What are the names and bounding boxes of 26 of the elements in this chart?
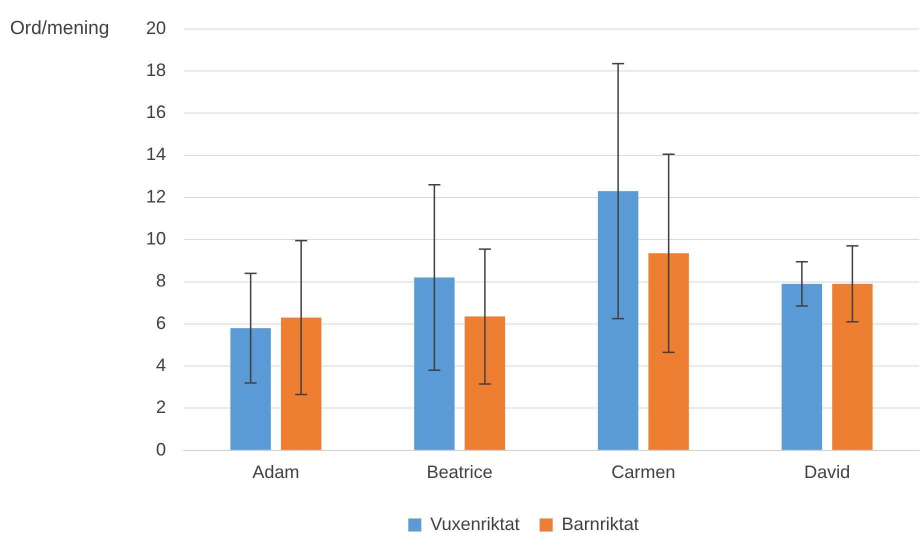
y-tick-label: 2 (156, 397, 166, 418)
y-tick-label: 4 (156, 355, 166, 376)
bar (782, 284, 822, 450)
legend-label: Barnriktat (562, 514, 639, 534)
bar (280, 318, 322, 450)
y-tick-label: 12 (146, 186, 166, 206)
y-tick-label: 20 (146, 18, 166, 38)
y-axis-title: Ord/mening (10, 18, 110, 40)
legend-label: Vuxenriktat (430, 514, 520, 534)
bar (832, 284, 873, 450)
bar (598, 191, 638, 450)
x-tick-label: Beatrice (426, 462, 493, 482)
x-tick-label: Carmen (611, 462, 676, 482)
y-tick-label: 6 (156, 312, 166, 333)
bar (414, 278, 455, 450)
x-tick-label: Adam (252, 462, 300, 482)
bar (464, 316, 506, 450)
y-tick-label: 10 (146, 228, 166, 249)
y-tick-label: 16 (146, 102, 166, 122)
y-tick-label: 0 (156, 439, 166, 460)
y-tick-label: 18 (146, 60, 166, 80)
x-tick-label: David (804, 462, 850, 482)
bar (230, 328, 271, 450)
bar (648, 253, 689, 450)
y-tick-label: 8 (156, 270, 166, 291)
y-tick-label: 14 (146, 144, 166, 164)
